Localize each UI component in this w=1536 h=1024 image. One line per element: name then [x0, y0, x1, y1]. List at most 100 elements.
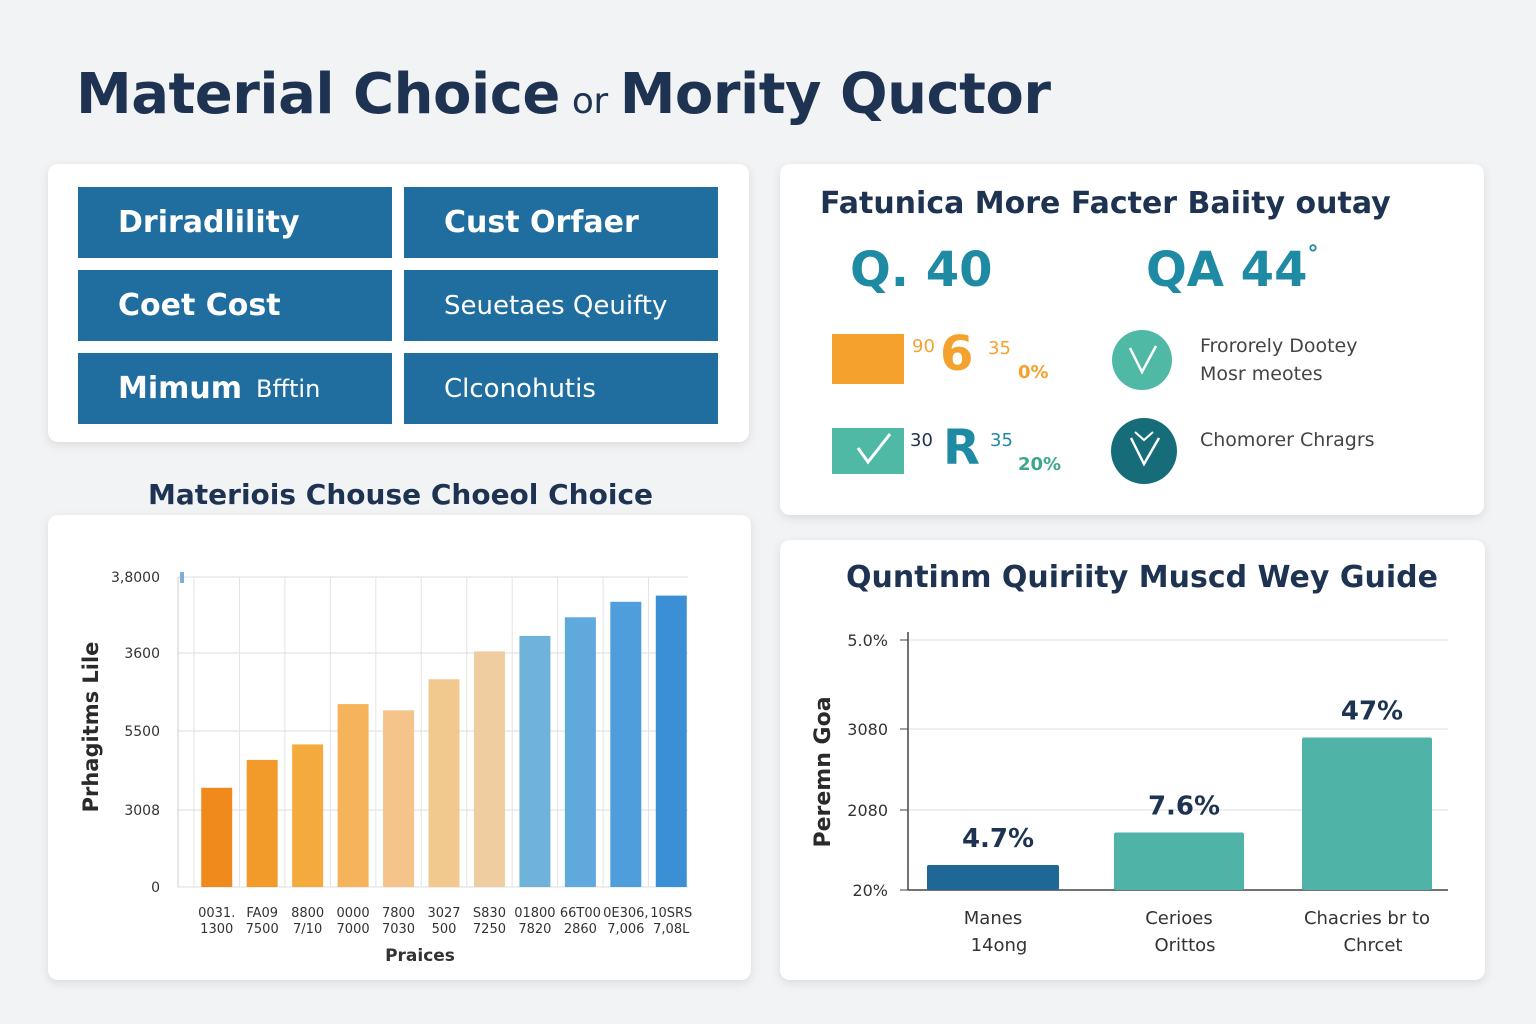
x-tick-label: Manes [964, 908, 1022, 929]
y-tick-label: 3008 [124, 803, 160, 819]
x-tick-label: 3027 [427, 906, 460, 921]
y-tick-label: 2080 [847, 801, 888, 820]
row1-num1: 90 [912, 336, 935, 357]
x-tick-label: 7800 [382, 906, 415, 921]
page-title-or: or [571, 81, 608, 122]
percent-chart-title: Quntinm Quiriity Muscd Wey Guide [846, 560, 1438, 595]
page-title-part2: Mority Quctor [619, 62, 1051, 127]
bar [927, 865, 1059, 890]
y-tick-label: 3,8000 [111, 570, 160, 586]
bar [337, 704, 369, 887]
x-tick-label: Cerioes [1145, 908, 1213, 929]
factor-tile-label: Mimum [118, 371, 243, 406]
factor-tile-quality[interactable]: Seuetaes Qeuifty [404, 270, 718, 341]
y-axis-label: Prhagitms Lile [79, 642, 103, 813]
x-tick-label: Chacries br to [1304, 908, 1430, 929]
x-tick-label: 7250 [473, 922, 506, 937]
y-tick-label: 3080 [847, 720, 888, 739]
x-tick-label: 2860 [564, 922, 597, 937]
factor-tile-label: Cust Orfaer [444, 205, 639, 240]
x-tick-label: 7820 [518, 922, 551, 937]
x-tick-label: 0000 [337, 906, 370, 921]
chevron-circle-icon [1111, 418, 1177, 484]
factor-tile-label: Seuetaes Qeuifty [444, 290, 668, 321]
factors-card: Driradlility Cust Orfaer Coet Cost Seuet… [48, 164, 749, 442]
y-tick-label: 5500 [124, 724, 160, 740]
bar [519, 635, 551, 887]
y-tick-label: 5.0% [847, 631, 888, 650]
x-tick-label: 1300 [200, 922, 233, 937]
y-tick-label: 20% [852, 881, 888, 900]
x-tick-label: 01800 [514, 906, 555, 921]
stats-title: Fatunica More Facter Baiity outay [820, 186, 1391, 221]
row2-pct: 20% [1018, 454, 1062, 475]
row1-big: 6 [940, 326, 974, 382]
bar [1302, 737, 1432, 890]
stat-description-2: Chomorer Chragrs [1200, 429, 1375, 451]
bar-chart-section-title: Materiois Chouse Choeol Choice [148, 478, 654, 511]
x-tick-label: Orittos [1154, 935, 1215, 956]
bar [428, 679, 460, 887]
bar [473, 651, 505, 887]
row2-big: R [943, 420, 980, 476]
row1-pct: 0% [1018, 362, 1049, 383]
page-title-part1: Material Choice [76, 62, 560, 127]
factor-tile-cost[interactable]: Coet Cost [78, 270, 392, 341]
x-tick-label: 66T00 [560, 906, 601, 921]
x-tick-label: 0031. [198, 906, 235, 921]
stat-value-right: QA 44° [1146, 242, 1318, 298]
stat-value-right-mark: ° [1307, 242, 1319, 267]
factor-tile-cost-order[interactable]: Cust Orfaer [404, 187, 718, 258]
x-tick-label: 7500 [246, 922, 279, 937]
x-axis-label: Praices [385, 946, 455, 966]
factor-tile-label: Driradlility [118, 205, 300, 240]
bar [246, 759, 278, 887]
stat-description-1: Frororely Dootey Mosr meotes [1200, 332, 1358, 388]
bar [564, 617, 596, 887]
x-tick-label: Chrcet [1343, 935, 1402, 956]
axis-marker [180, 572, 184, 583]
page-title: Material Choice or Mority Quctor [76, 62, 1051, 127]
x-tick-label: 8800 [291, 906, 324, 921]
x-tick-label: 0E306, [603, 906, 648, 921]
orange-square-icon [832, 334, 904, 384]
y-axis-label: Peremn Goa [811, 696, 836, 847]
factor-tile-label: Coet Cost [118, 288, 281, 323]
bar [1114, 832, 1244, 890]
stat-value-left: Q. 40 [850, 242, 993, 298]
x-tick-label: 7/10 [293, 922, 322, 937]
x-tick-label: FA09 [246, 906, 278, 921]
x-tick-label: 7,08L [653, 922, 690, 937]
percent-chart-card: Quntinm Quiriity Muscd Wey Guide 20% 2080… [780, 540, 1485, 980]
check-circle-icon [1112, 330, 1172, 390]
data-label: 4.7% [962, 824, 1034, 854]
row1-num2: 35 [988, 338, 1011, 359]
bar [201, 787, 233, 887]
x-tick-label: 7030 [382, 922, 415, 937]
bar [383, 710, 415, 887]
stat-description-1-line2: Mosr meotes [1200, 363, 1323, 385]
x-tick-label: 7,006 [607, 922, 644, 937]
x-tick-label: 500 [432, 922, 457, 937]
bar [292, 744, 324, 887]
percent-chart: 20% 2080 3080 5.0% 4.7% Manes 14ong 7.6% Cerioes… [811, 631, 1448, 956]
data-label: 47% [1341, 697, 1403, 727]
factor-tile-durability[interactable]: Driradlility [78, 187, 392, 258]
bar [655, 595, 687, 887]
stat-description-1-line1: Frororely Dootey [1200, 335, 1358, 357]
data-label: 7.6% [1148, 792, 1220, 822]
factor-tile-minimum[interactable]: Mimum Bfftin [78, 353, 392, 424]
y-tick-label: 0 [151, 880, 160, 896]
x-tick-label: S830 [473, 906, 506, 921]
factor-tile-label: Clconohutis [444, 373, 596, 404]
factor-tile-conclusions[interactable]: Clconohutis [404, 353, 718, 424]
bar-chart-card: 0 3008 5500 3600 3,8000 0031. 1300 FA09 7500 8800… [48, 515, 751, 980]
bar [610, 601, 642, 887]
check-square-icon [832, 428, 904, 474]
x-tick-label: 10SRS [650, 906, 692, 921]
x-tick-label: 7000 [337, 922, 370, 937]
row2-num2: 35 [990, 430, 1013, 451]
row2-num1: 30 [910, 430, 933, 451]
stat-value-right-text: QA 44 [1146, 242, 1308, 298]
